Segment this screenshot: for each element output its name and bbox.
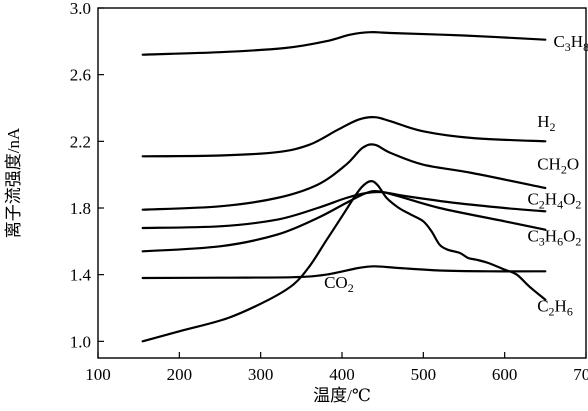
series-label-c3h6o2: C3H6O2 [527, 226, 581, 248]
axis-titles: 温度/℃ 离子流强度/nA [4, 127, 371, 405]
series-labels: C3H8 H2 CH2O C2H4O2 C3H6O2 CO2 C2H6 [324, 32, 588, 318]
series-line-ch2o [141, 143, 547, 211]
series-line-c3h6o2 [141, 189, 547, 253]
series-label-c2h4o2: C2H4O2 [527, 190, 581, 212]
x-tick-label: 100 [85, 365, 111, 384]
series-layer [141, 31, 547, 343]
series-label-c3h8: C3H8 [553, 32, 588, 54]
x-tick-label: 500 [411, 365, 437, 384]
series-label-h2: H2 [537, 112, 555, 134]
series-label-c2h6: C2H6 [537, 296, 573, 318]
chart-axes: 100 200 300 400 500 600 700 1.0 1.4 1.8 2.2 2.6 3.0 [70, 0, 588, 384]
y-axis-title: 离子流强度/nA [4, 127, 23, 238]
x-tick-label: 200 [167, 365, 193, 384]
series-label-co2: CO2 [324, 273, 354, 295]
series-label-ch2o: CH2O [537, 155, 579, 177]
plot-frame [97, 7, 587, 359]
series-line-c3h8 [141, 31, 547, 56]
series-line-co2 [141, 265, 547, 280]
x-axis-title: 温度/℃ [313, 386, 371, 405]
x-tick-label: 400 [329, 365, 355, 384]
x-tick-label: 600 [492, 365, 518, 384]
y-tick-label: 2.6 [70, 66, 91, 85]
series-line-c2h4o2 [141, 190, 547, 230]
x-tick-label: 300 [248, 365, 274, 384]
y-tick-label: 1.0 [70, 332, 91, 351]
series-line-h2 [141, 116, 547, 158]
y-tick-label: 1.8 [70, 199, 91, 218]
series-line-c2h6 [141, 180, 547, 343]
y-tick-label: 3.0 [70, 0, 91, 18]
y-tick-label: 2.2 [70, 132, 91, 151]
y-tick-label: 1.4 [70, 266, 92, 285]
x-tick-label: 700 [573, 365, 588, 384]
